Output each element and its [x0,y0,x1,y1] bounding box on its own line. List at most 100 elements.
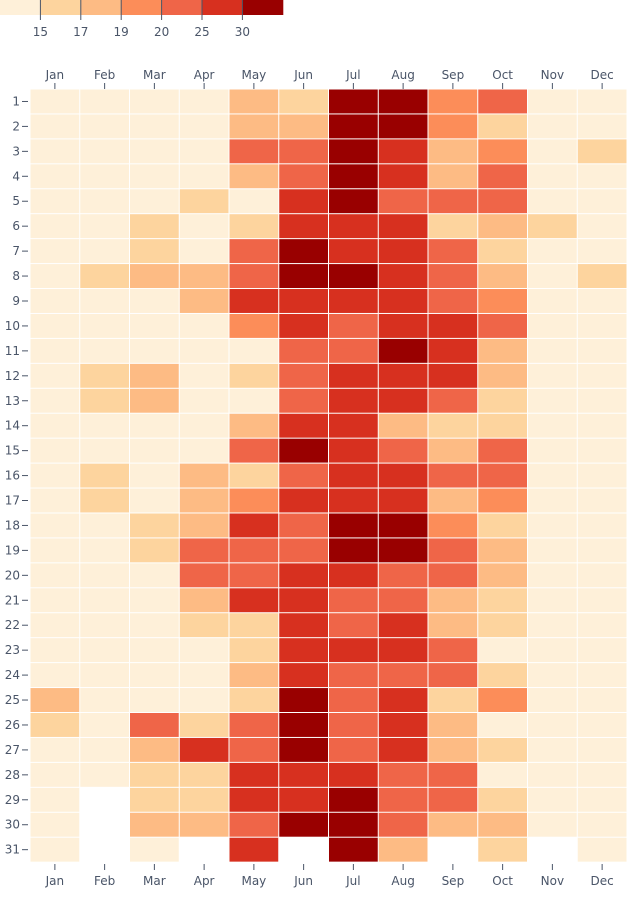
legend-tick-label: 20 [154,25,169,39]
heatmap-cell [577,638,627,663]
heatmap-cell [179,164,229,189]
heatmap-cell [279,139,328,164]
heatmap-cell [179,688,229,712]
heatmap-cell [329,713,378,737]
heatmap-cell [478,588,527,613]
heatmap-cell [428,164,478,189]
heatmap-cell [577,588,627,613]
heatmap-cell [80,563,129,588]
heatmap-cell [30,538,80,563]
heatmap-cell [577,737,627,762]
heatmap-cell [130,713,179,737]
y-tick-label: 7 [12,244,20,258]
heatmap-cell [80,289,129,313]
heatmap-cell [528,363,577,388]
heatmap-cell [279,488,328,513]
heatmap-cell [279,513,328,538]
heatmap-cell [179,663,229,688]
heatmap-cell [80,538,129,563]
heatmap-cell [577,239,627,264]
y-tick-label: 14 [5,419,20,433]
y-tick-label: 9 [12,294,20,308]
heatmap-cell [229,289,279,313]
heatmap-cell [329,264,378,289]
heatmap-cell [577,114,627,139]
legend-tick-label: 19 [114,25,129,39]
heatmap-cell [378,563,428,588]
heatmap-cell [378,762,428,787]
legend-tick-label: 15 [33,25,48,39]
heatmap-cell [329,388,378,413]
heatmap-cell [329,363,378,388]
heatmap-cell [229,513,279,538]
heatmap-cell [577,164,627,189]
heatmap-cell [179,588,229,613]
heatmap-cell [577,563,627,588]
heatmap-cell [30,812,80,837]
y-tick-label: 21 [5,593,20,607]
heatmap-cell [80,737,129,762]
heatmap-cell [130,338,179,363]
heatmap-cell [378,513,428,538]
heatmap-cell [577,189,627,214]
heatmap-cell [179,89,229,114]
heatmap-cell [329,89,378,114]
heatmap-cell [577,513,627,538]
heatmap-cell [428,638,478,663]
heatmap-cell [329,214,378,239]
heatmap-cell [80,189,129,214]
heatmap-cell [130,189,179,214]
heatmap-cell [478,737,527,762]
heatmap-cell [478,114,527,139]
heatmap-cell [329,513,378,538]
heatmap-cell [279,713,328,737]
heatmap-cell [279,413,328,438]
y-tick-label: 11 [5,344,20,358]
heatmap-cell [179,189,229,214]
heatmap-cell [229,438,279,463]
heatmap-cell [179,413,229,438]
heatmap-cell [528,563,577,588]
heatmap-cell [179,563,229,588]
heatmap-cell [80,363,129,388]
legend-swatch [161,0,203,15]
x-tick-label: Sep [442,68,465,82]
heatmap-cell [577,363,627,388]
heatmap-cell [378,413,428,438]
heatmap-cell [428,264,478,289]
heatmap-cell [478,189,527,214]
x-tick-label: Sep [442,874,465,888]
heatmap-cell [478,688,527,712]
heatmap-cell [30,388,80,413]
heatmap-cell [80,338,129,363]
y-tick-label: 17 [5,494,20,508]
heatmap-cell [378,139,428,164]
x-tick-label: Apr [194,68,215,82]
heatmap-cell [478,812,527,837]
heatmap-cell [577,438,627,463]
heatmap-cell [428,388,478,413]
heatmap-cell [428,214,478,239]
heatmap-cell [428,289,478,313]
heatmap-cell [80,613,129,638]
heatmap-cell [279,214,328,239]
heatmap-cell [130,638,179,663]
heatmap-cell [428,239,478,264]
heatmap-cell [279,289,328,313]
heatmap-cell [279,264,328,289]
heatmap-cell [528,338,577,363]
heatmap-cell [130,413,179,438]
heatmap-cell [279,812,328,837]
heatmap-cell [80,713,129,737]
heatmap-cell [229,663,279,688]
heatmap-cell [30,762,80,787]
heatmap-cell [378,613,428,638]
heatmap-cell [428,513,478,538]
heatmap-cell [130,812,179,837]
heatmap-cell [378,388,428,413]
heatmap-cell [30,413,80,438]
heatmap-cell [428,663,478,688]
heatmap-cell [478,663,527,688]
heatmap-cell [428,413,478,438]
heatmap-cell [229,638,279,663]
